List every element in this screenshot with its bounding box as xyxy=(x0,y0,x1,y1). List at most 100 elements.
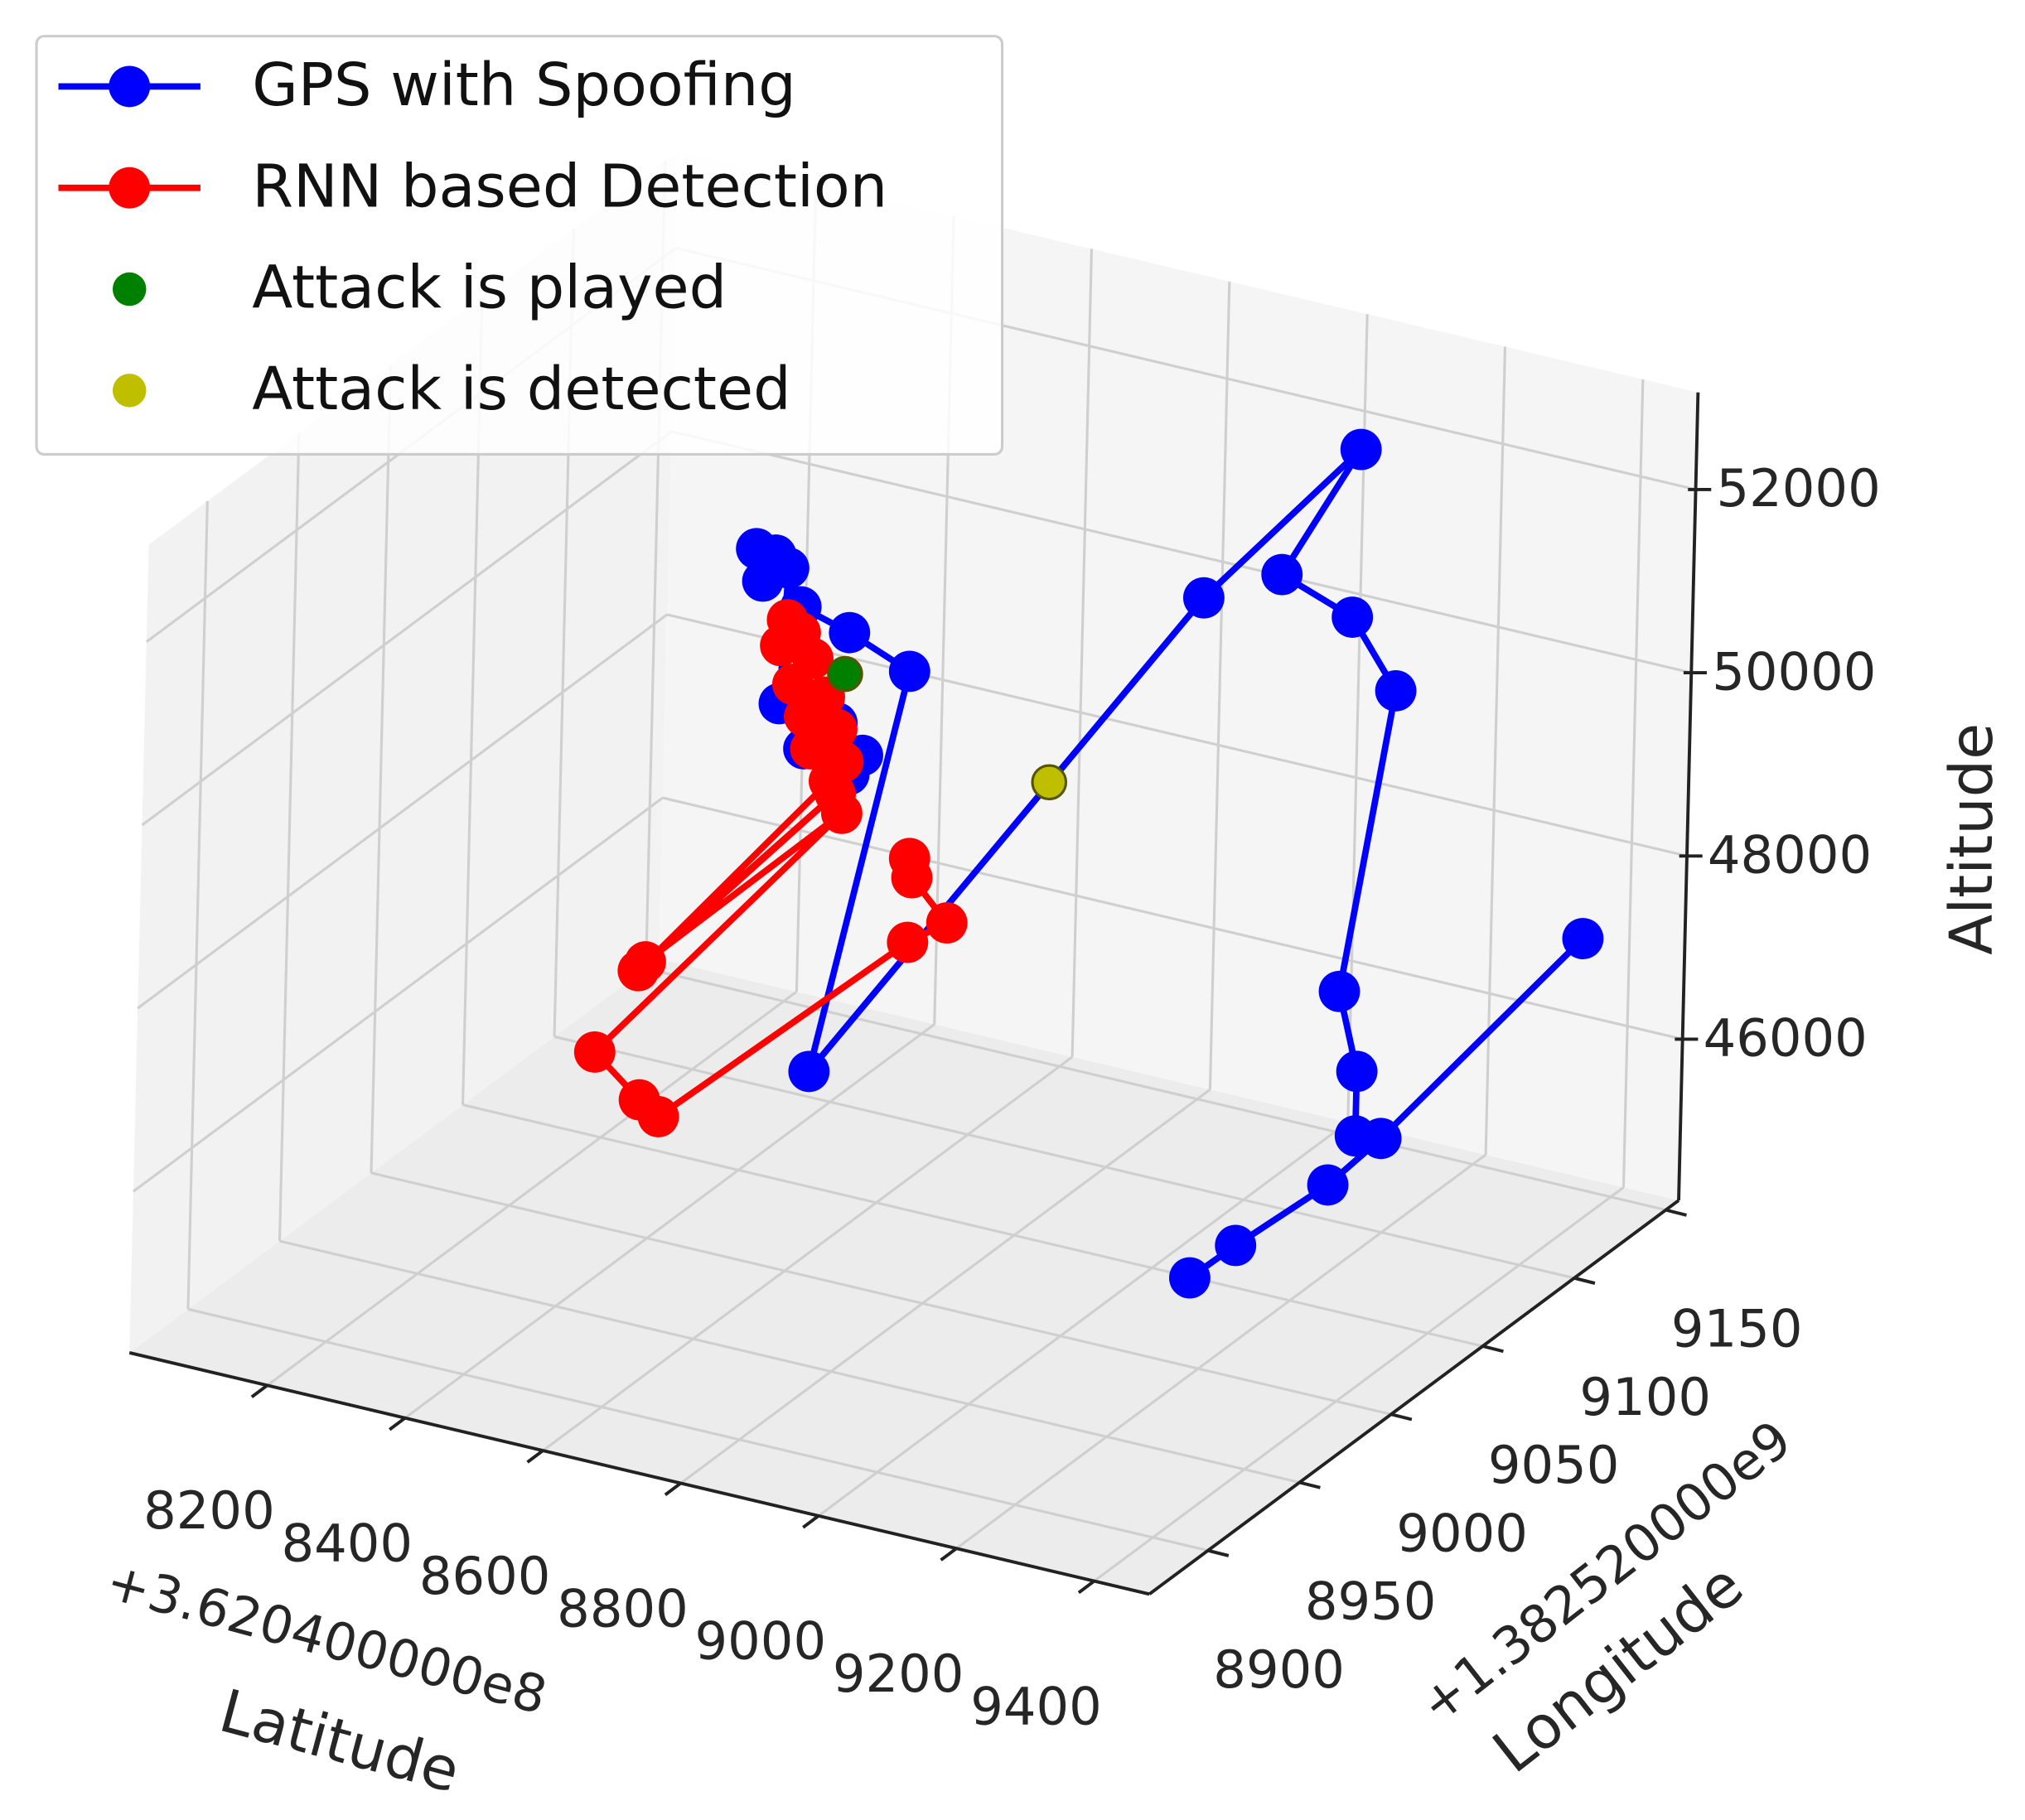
legend-marker xyxy=(109,65,151,108)
x-tick xyxy=(664,1481,682,1497)
y-tick xyxy=(1298,1480,1321,1489)
line-marker xyxy=(784,695,825,737)
legend-box xyxy=(35,35,1004,456)
line-marker xyxy=(820,792,863,834)
x-tick xyxy=(526,1449,544,1464)
y-tick xyxy=(1665,1208,1687,1217)
grid-line xyxy=(141,430,673,827)
axis-line xyxy=(1677,392,1700,1201)
x-tick-label: 9200 xyxy=(833,1644,964,1704)
legend-marker xyxy=(109,167,151,209)
y-tick xyxy=(1573,1276,1596,1285)
z-tick-label: 50000 xyxy=(1712,641,1876,702)
line-marker xyxy=(1261,553,1303,596)
line-marker xyxy=(1182,577,1225,619)
legend-label: Attack is played xyxy=(252,253,727,322)
line-marker xyxy=(1215,1224,1257,1267)
z-axis-label: Altitude xyxy=(1936,723,2006,955)
y-tick-label: 9000 xyxy=(1396,1503,1528,1563)
x-tick xyxy=(389,1417,407,1431)
grid-line xyxy=(370,1171,1392,1416)
grid-line xyxy=(404,1023,935,1419)
x-tick-label: 8200 xyxy=(143,1480,275,1541)
y-tick-label: 8950 xyxy=(1305,1571,1437,1632)
legend-label: RNN based Detection xyxy=(252,151,887,220)
grid-line xyxy=(666,613,1688,857)
line-marker xyxy=(888,650,930,693)
grid-line xyxy=(1484,346,1507,1155)
axis-line xyxy=(128,1351,1150,1596)
y-tick-label: 8900 xyxy=(1213,1639,1345,1700)
line-marker xyxy=(829,611,871,654)
y-tick-label: 9100 xyxy=(1579,1367,1711,1427)
line-marker xyxy=(1307,1164,1349,1206)
grid-line xyxy=(542,1055,1074,1452)
line-marker xyxy=(887,921,929,963)
x-tick-label: 9000 xyxy=(695,1611,827,1672)
legend-label: Attack is detected xyxy=(252,354,790,423)
grid-line xyxy=(279,1239,1300,1484)
grid-line xyxy=(132,796,664,1193)
scatter-point xyxy=(1031,764,1068,801)
line-marker xyxy=(760,625,802,667)
line-marker xyxy=(1168,1257,1211,1299)
x-tick-label: 8800 xyxy=(557,1578,689,1639)
z-tick-label: 48000 xyxy=(1708,824,1872,885)
line-marker xyxy=(1318,970,1360,1012)
legend-marker xyxy=(112,374,147,408)
grid-line xyxy=(187,1307,1209,1552)
grid-line xyxy=(186,500,209,1310)
line-marker xyxy=(1375,669,1417,712)
legend-marker xyxy=(112,272,147,307)
line-marker xyxy=(767,547,810,589)
grid-line xyxy=(1621,379,1645,1188)
x-tick-label: 9400 xyxy=(970,1676,1102,1736)
line-marker xyxy=(625,941,666,983)
grid-line xyxy=(662,796,1684,1040)
z-tick-label: 46000 xyxy=(1704,1008,1868,1069)
grid-line xyxy=(818,1121,1349,1518)
grid-line xyxy=(462,1103,1483,1348)
line-marker xyxy=(1336,1050,1378,1093)
grid-line xyxy=(266,990,798,1387)
line-marker xyxy=(736,528,778,570)
z-tick-label: 52000 xyxy=(1717,458,1881,519)
grid-line xyxy=(670,430,1692,674)
y-tick-label: 9050 xyxy=(1488,1435,1620,1495)
x-tick-label: 8600 xyxy=(419,1546,551,1606)
x-tick xyxy=(250,1383,268,1398)
grid-line xyxy=(1093,1186,1625,1582)
grid-line xyxy=(137,613,668,1010)
x-tick-label: 8400 xyxy=(281,1513,413,1574)
line-marker xyxy=(888,838,930,880)
grid-line xyxy=(1070,249,1094,1057)
x-tick xyxy=(1077,1580,1095,1595)
grid-line xyxy=(679,1088,1211,1484)
line-marker xyxy=(926,902,968,944)
legend-label: GPS with Spoofing xyxy=(252,50,796,119)
grid-line xyxy=(1208,281,1231,1090)
grid-line xyxy=(553,1035,1575,1280)
legend: GPS with Spoofing RNN based Detection Atta… xyxy=(35,35,1004,456)
line-marker xyxy=(573,1031,616,1073)
line-marker xyxy=(788,1050,830,1093)
line-marker xyxy=(790,727,832,770)
line-marker xyxy=(771,664,814,705)
axis-line xyxy=(1148,1199,1680,1596)
plot-area xyxy=(573,428,1604,1299)
line-marker xyxy=(1334,1115,1376,1157)
grid-line xyxy=(278,432,301,1242)
grid-line xyxy=(955,1153,1487,1550)
line-marker xyxy=(1562,918,1604,959)
line-marker xyxy=(1331,596,1374,638)
y-tick xyxy=(1482,1344,1504,1354)
grid-line xyxy=(370,364,392,1173)
line-marker xyxy=(637,1096,679,1137)
y-tick xyxy=(1207,1548,1230,1557)
scatter-point xyxy=(827,655,863,693)
line-marker xyxy=(1340,428,1382,471)
x-tick xyxy=(802,1514,820,1529)
x-tick xyxy=(940,1547,958,1562)
